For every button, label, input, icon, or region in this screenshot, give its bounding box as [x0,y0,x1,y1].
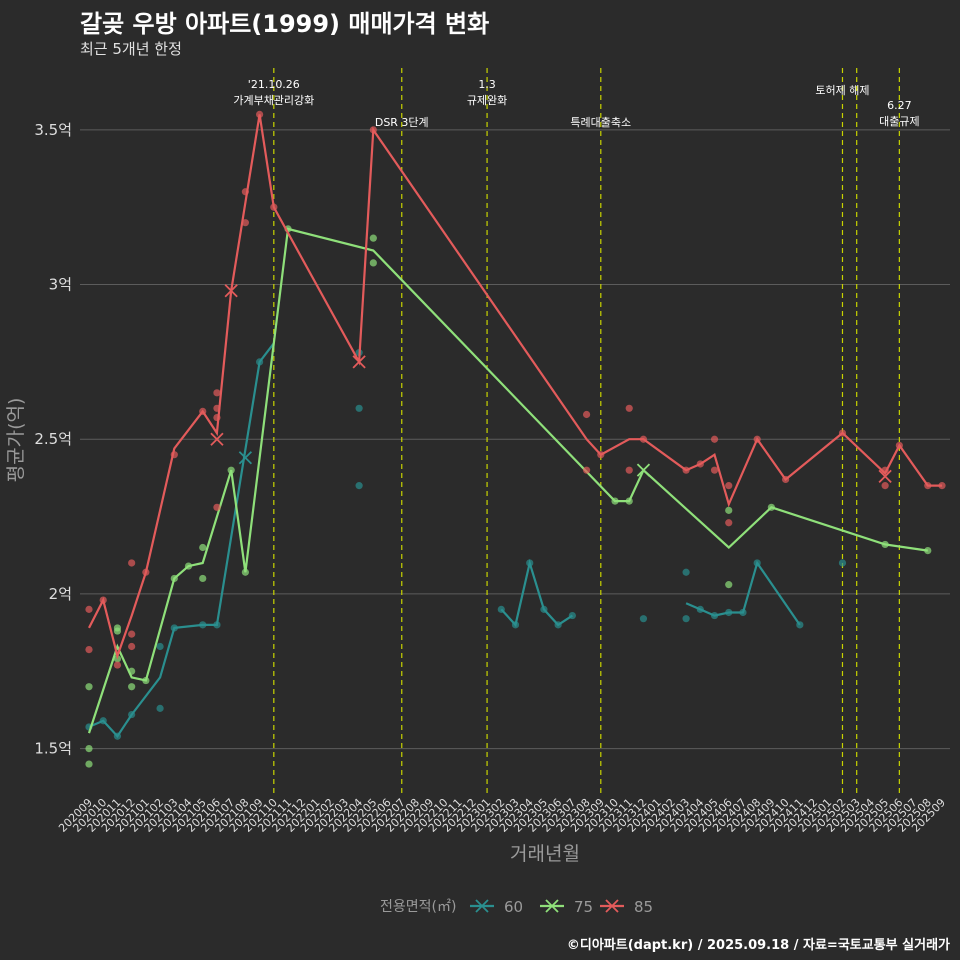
data-point [85,646,93,654]
y-tick-label: 1.5억 [34,740,72,758]
event-label: 1.3 규제완화 [467,78,507,107]
chart-subtitle: 최근 5개년 한정 [80,40,182,58]
series-line [500,558,573,628]
data-point [582,410,591,419]
y-axis-title: 평균가(억) [5,398,27,483]
series-75 [85,225,932,768]
cross-marker [210,432,224,446]
data-point [625,404,633,412]
event-label: 6.27 대출규제 [879,99,919,128]
data-point [682,615,690,623]
cross-marker [878,469,892,483]
data-point [241,219,249,227]
cross-marker [238,451,253,465]
data-point [625,466,633,474]
y-tick-label: 2억 [49,585,72,603]
series-layer [85,110,946,768]
data-point [213,389,221,397]
data-point [710,466,719,474]
data-point [156,704,164,712]
axis-layer: 1.5억2억2.5억3억3.5억202009202010202011202012… [5,121,948,865]
series-60 [85,342,847,740]
legend-cross-85 [605,899,619,913]
event-label: 특례대출축소 [570,116,631,129]
series-line [87,227,928,734]
data-point [128,683,136,691]
legend-layer: 전용면적(㎡) 60 75 85 [380,898,653,916]
legend-label-60: 60 [504,898,523,916]
y-tick-label: 2.5억 [34,430,72,448]
data-point [128,559,136,567]
y-tick-label: 3.5억 [34,121,72,139]
data-point [725,581,733,589]
legend-label-75: 75 [574,898,593,916]
legend-title: 전용면적(㎡) [380,899,456,915]
x-axis-title: 거래년월 [510,843,580,865]
data-point [85,744,93,753]
chart-title: 갈곶 우방 아파트(1999) 매매가격 변화 [80,10,490,38]
series-line [88,114,942,660]
data-point [369,259,377,267]
data-point [355,404,363,412]
series-line [685,560,801,626]
legend-cross-60 [475,899,489,913]
data-point [881,482,889,490]
series-85 [85,110,946,669]
data-point [213,503,221,511]
data-point [113,627,122,635]
legend-cross-75 [545,899,559,913]
y-tick-label: 3억 [49,276,72,294]
cross-marker [352,355,366,369]
cross-marker [636,463,651,477]
legend-label-85: 85 [634,898,653,916]
data-point [156,642,164,651]
event-label: DSR 3단계 [375,116,429,129]
event-label: 토허제 해제 [815,83,869,97]
data-point [199,574,207,583]
data-point [725,519,733,527]
data-point [355,482,363,490]
data-point [128,630,136,638]
cross-marker [224,284,238,298]
data-point [199,543,207,552]
data-point [710,435,719,443]
data-point [682,568,690,576]
data-point [113,661,122,669]
data-point [838,559,847,567]
series-line [88,342,275,738]
event-label: '21.10.26 가계부채관리강화 [233,78,314,107]
data-point [725,482,733,490]
source-credit: ©디아파트(dapt.kr) / 2025.09.18 / 자료=국토교통부 실… [566,938,950,953]
data-point [725,506,733,514]
grid-layer [80,129,950,750]
data-point [369,234,377,242]
data-point [85,760,93,768]
data-point [128,642,136,651]
data-point [639,615,648,623]
data-point [85,683,93,691]
data-point [85,605,93,613]
data-point [582,466,591,474]
